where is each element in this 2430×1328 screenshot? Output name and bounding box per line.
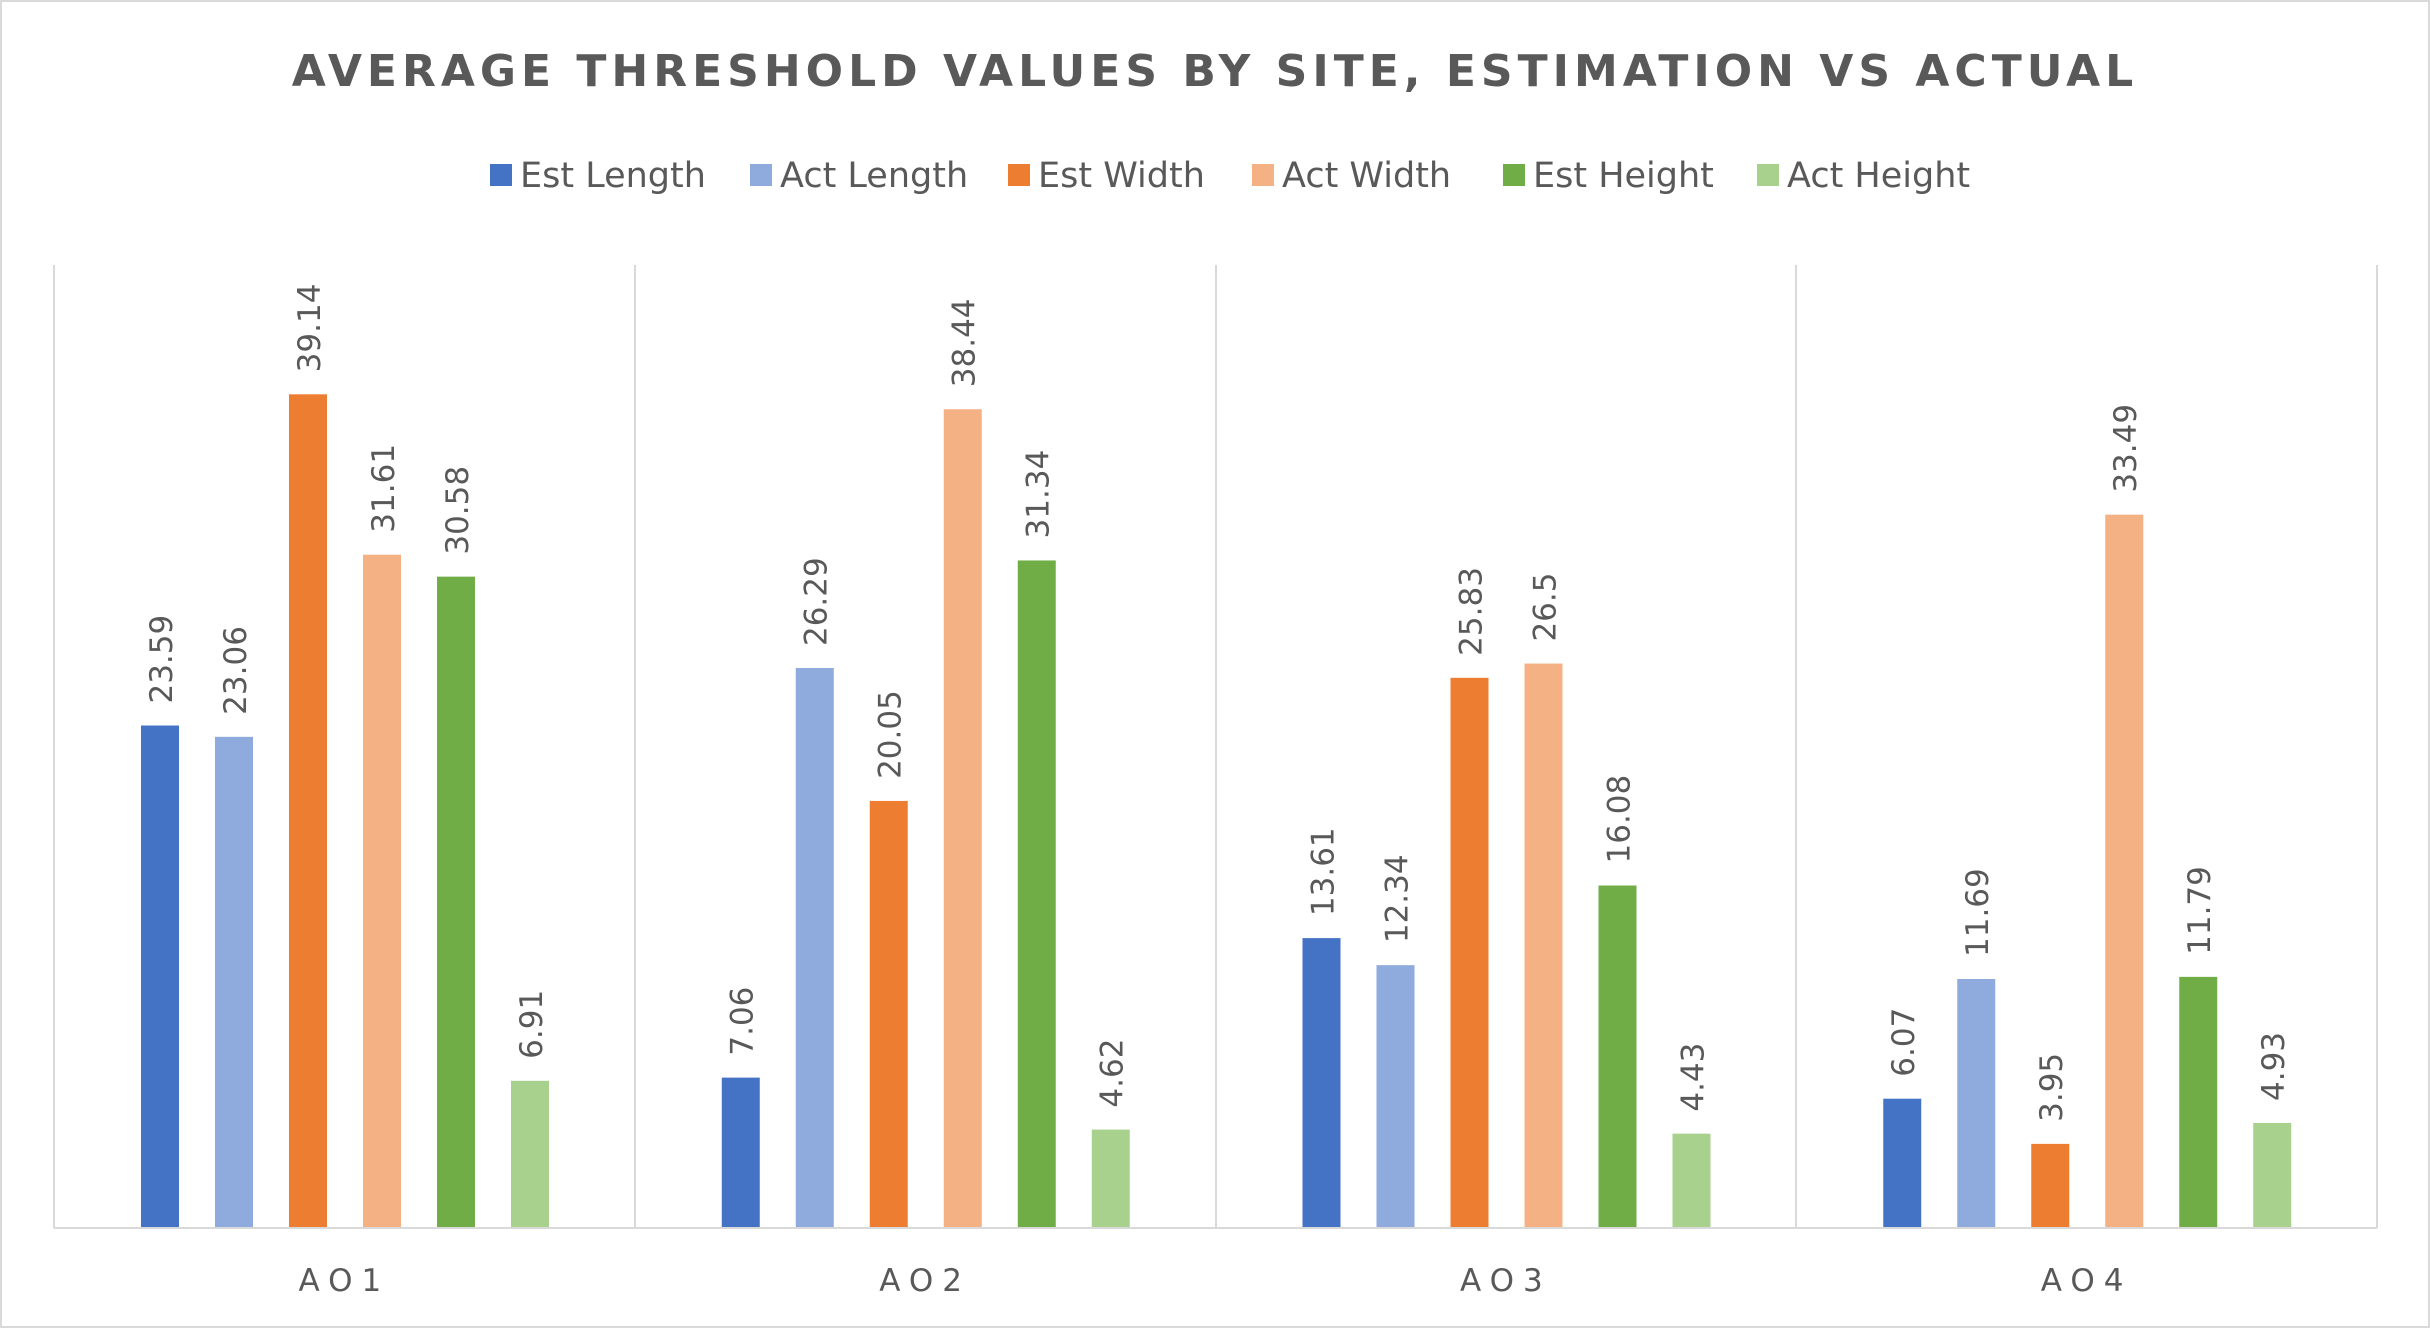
bar-act-length-ao1 [215, 736, 253, 1228]
category-dividers [53, 265, 2378, 1228]
legend-swatch-act-height [1757, 164, 1779, 186]
data-label-est-length-ao2: 7.06 [725, 987, 761, 1056]
bar-est-length-ao1 [141, 725, 179, 1228]
bar-act-length-ao4 [1957, 979, 1996, 1228]
data-label-est-length-ao4: 6.07 [1886, 1008, 1922, 1077]
legend-swatch-est-length [490, 164, 512, 186]
data-labels: 23.59 23.06 39.14 31.61 30.58 6.91 7.06 26.29 20… [144, 284, 2292, 1122]
bar-act-width-ao3 [1524, 663, 1563, 1228]
data-label-act-length-ao4: 11.69 [1960, 868, 1996, 957]
chart-title: AVERAGE THRESHOLD VALUES BY SITE, ESTIMA… [292, 46, 2138, 97]
legend-swatch-act-length [750, 164, 772, 186]
data-label-est-height-ao2: 31.34 [1021, 450, 1057, 539]
data-label-est-height-ao1: 30.58 [440, 466, 476, 555]
data-label-act-height-ao3: 4.43 [1676, 1043, 1712, 1112]
bar-act-length-ao3 [1376, 965, 1415, 1228]
category-label-ao2: AO2 [879, 1263, 971, 1299]
bar-est-height-ao3 [1598, 885, 1637, 1228]
category-label-ao3: AO3 [1460, 1263, 1552, 1299]
bar-est-width-ao2 [869, 800, 908, 1228]
legend-swatch-est-height [1503, 164, 1525, 186]
bar-est-width-ao4 [2031, 1143, 2070, 1228]
bar-est-length-ao3 [1302, 938, 1341, 1228]
legend-label-act-length: Act Length [780, 156, 968, 196]
data-label-est-length-ao3: 13.61 [1306, 827, 1342, 916]
bar-act-height-ao1 [511, 1080, 549, 1228]
data-label-act-length-ao3: 12.34 [1380, 854, 1416, 943]
legend-label-act-width: Act Width [1282, 156, 1451, 196]
data-label-act-length-ao2: 26.29 [799, 557, 835, 646]
category-label-ao4: AO4 [2041, 1263, 2133, 1299]
bar-act-height-ao3 [1672, 1133, 1711, 1228]
bar-act-height-ao4 [2253, 1122, 2292, 1228]
bar-est-height-ao4 [2179, 976, 2218, 1228]
data-label-est-width-ao1: 39.14 [292, 284, 328, 373]
legend: Est Length Act Length Est Width Act Width Es… [490, 156, 1970, 196]
data-label-est-width-ao2: 20.05 [873, 690, 909, 779]
legend-label-est-height: Est Height [1533, 156, 1714, 196]
data-label-est-height-ao3: 16.08 [1602, 775, 1638, 864]
data-label-act-width-ao2: 38.44 [947, 298, 983, 387]
bar-est-width-ao3 [1450, 677, 1489, 1228]
bar-act-length-ao2 [795, 668, 834, 1228]
data-label-est-width-ao4: 3.95 [2034, 1053, 2070, 1122]
data-label-est-width-ao3: 25.83 [1454, 567, 1490, 656]
bar-act-width-ao2 [943, 409, 982, 1228]
bar-act-width-ao4 [2105, 514, 2144, 1228]
data-label-act-length-ao1: 23.06 [218, 626, 254, 715]
category-label-ao1: AO1 [298, 1263, 390, 1299]
data-label-act-height-ao2: 4.62 [1095, 1039, 1131, 1108]
data-label-act-width-ao3: 26.5 [1528, 573, 1564, 642]
bar-est-height-ao1 [437, 576, 475, 1228]
bar-act-width-ao1 [363, 554, 401, 1228]
data-label-act-height-ao1: 6.91 [514, 990, 550, 1059]
legend-label-est-width: Est Width [1038, 156, 1205, 196]
bar-est-length-ao2 [721, 1077, 760, 1228]
data-label-act-width-ao1: 31.61 [366, 444, 402, 533]
legend-swatch-act-width [1252, 164, 1274, 186]
category-labels: AO1 AO2 AO3 AO4 [298, 1263, 2133, 1299]
legend-label-act-height: Act Height [1787, 156, 1970, 196]
bar-est-height-ao2 [1017, 560, 1056, 1228]
legend-label-est-length: Est Length [520, 156, 706, 196]
bar-est-length-ao4 [1883, 1098, 1922, 1228]
data-label-act-width-ao4: 33.49 [2108, 404, 2144, 493]
bars [141, 394, 2292, 1228]
legend-swatch-est-width [1008, 164, 1030, 186]
data-label-act-height-ao4: 4.93 [2256, 1032, 2292, 1101]
bar-act-height-ao2 [1091, 1129, 1130, 1228]
data-label-est-length-ao1: 23.59 [144, 615, 180, 704]
data-label-est-height-ao4: 11.79 [2182, 866, 2218, 955]
bar-est-width-ao1 [289, 394, 327, 1228]
